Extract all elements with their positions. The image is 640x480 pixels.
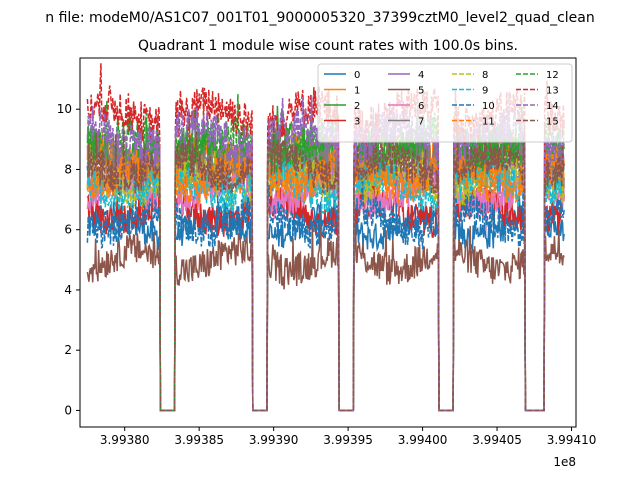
legend-frame (317, 63, 573, 143)
x-tick-label: 3.99380 (100, 433, 150, 447)
x-offset-label: 1e8 (553, 455, 576, 469)
legend-label: 15 (546, 117, 559, 128)
legend-label: 1 (354, 86, 360, 97)
y-tick-label: 0 (64, 403, 72, 417)
legend-label: 5 (418, 86, 424, 97)
x-tick-label: 3.99405 (472, 433, 522, 447)
y-tick-label: 4 (64, 283, 72, 297)
y-tick-label: 10 (57, 102, 72, 116)
y-tick-label: 6 (64, 223, 72, 237)
legend-label: 8 (482, 70, 488, 81)
x-axis: 3.99380 3.99385 3.99390 3.99395 3.99400 3.994… (100, 427, 596, 447)
legend-label: 13 (546, 86, 559, 97)
legend-label: 11 (482, 117, 495, 128)
x-tick-label: 3.99410 (547, 433, 597, 447)
figure-suptitle: n file: modeM0/AS1C07_001T01_9000005320_… (45, 10, 594, 26)
series-line-15 (86, 118, 565, 412)
x-tick-label: 3.99395 (323, 433, 373, 447)
legend-label: 9 (482, 86, 488, 97)
x-tick-label: 3.99385 (174, 433, 224, 447)
x-tick-label: 3.99390 (249, 433, 299, 447)
y-tick-label: 8 (64, 162, 72, 176)
legend-label: 10 (482, 101, 495, 112)
y-axis: 0 2 4 6 8 10 (57, 102, 80, 417)
legend-label: 4 (418, 70, 424, 81)
legend-label: 3 (354, 117, 360, 128)
legend-label: 7 (418, 117, 424, 128)
legend-label: 0 (354, 70, 360, 81)
legend-label: 14 (546, 101, 559, 112)
legend-label: 2 (354, 101, 360, 112)
y-tick-label: 2 (64, 343, 72, 357)
legend-label: 12 (546, 70, 559, 81)
chart-title: Quadrant 1 module wise count rates with … (138, 38, 518, 54)
legend-label: 6 (418, 101, 424, 112)
plot-frame (79, 57, 577, 428)
x-tick-label: 3.99400 (398, 433, 448, 447)
